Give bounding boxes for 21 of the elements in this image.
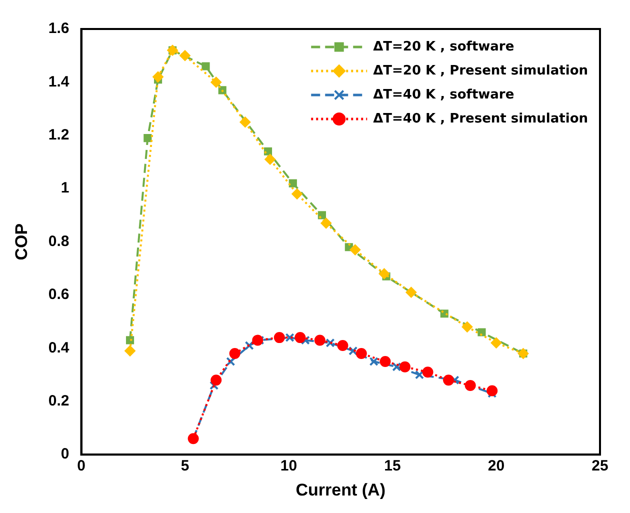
- x-tick-label: 10: [280, 458, 298, 475]
- y-tick-label: 0.6: [48, 286, 70, 304]
- x-tick-label: 15: [384, 458, 401, 475]
- y-tick-label: 0.2: [48, 392, 70, 410]
- legend-label: ΔT=20 K , software: [373, 39, 514, 54]
- y-tick-label: 0: [60, 446, 70, 463]
- y-tick-label: 1: [60, 180, 70, 197]
- x-tick-label: 5: [180, 458, 190, 475]
- x-axis-title: Current (A): [296, 480, 386, 500]
- x-tick-label: 20: [488, 458, 505, 475]
- y-tick-label: 1.2: [48, 126, 70, 144]
- y-tick-label: 1.4: [48, 73, 70, 90]
- x-tick-label: 25: [592, 458, 608, 475]
- legend-label: ΔT=40 K , software: [373, 87, 514, 102]
- y-axis-title: COP: [12, 223, 31, 260]
- x-tick-label: 0: [77, 458, 86, 475]
- legend-label: ΔT=40 K , Present simulation: [373, 111, 588, 126]
- y-tick-label: 0.4: [48, 339, 70, 356]
- y-tick-label: 1.6: [48, 20, 70, 38]
- legend-label: ΔT=20 K , Present simulation: [373, 63, 588, 78]
- y-tick-label: 0.8: [48, 232, 70, 250]
